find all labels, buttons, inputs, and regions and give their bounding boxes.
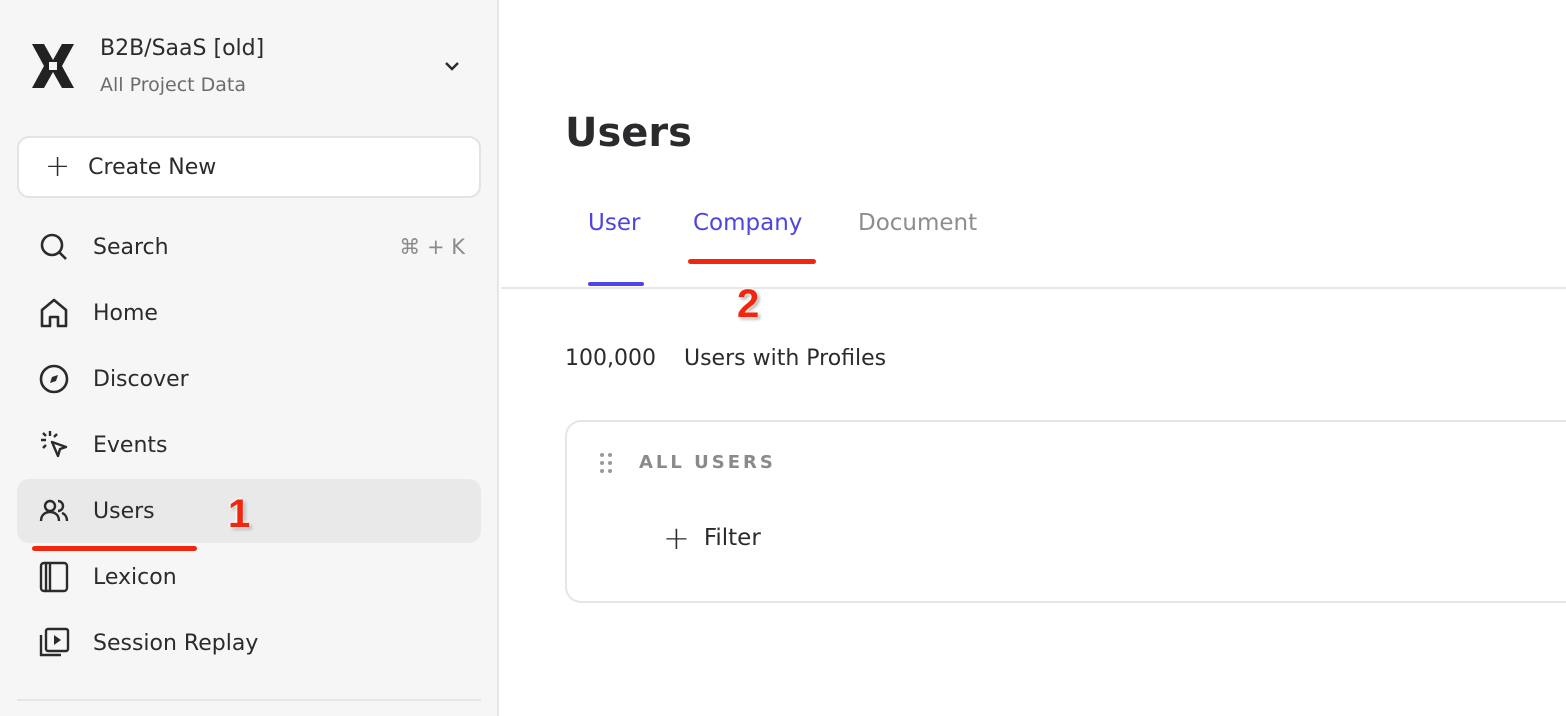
active-tab-indicator [588,282,644,286]
create-new-label: Create New [88,154,217,180]
tab-document[interactable]: Document [858,210,978,236]
main-content: Users User Company Document 100,000 Users… [501,0,1566,716]
plus-icon: + [663,519,690,557]
profile-count: 100,000 Users with Profiles [565,346,914,371]
filter-label: Filter [703,525,761,551]
sidebar-item-label: Users [93,498,155,524]
count-value: 100,000 [565,346,656,371]
annotation-number-2: 2 [737,282,760,326]
sidebar-item-label: Session Replay [93,630,259,656]
tab-company[interactable]: Company [693,210,803,236]
compass-icon [39,364,69,394]
sidebar-item-session-replay[interactable]: Session Replay [17,611,481,675]
sidebar: B2B/SaaS [old] All Project Data + Create … [0,0,499,716]
replay-icon [39,627,70,657]
sidebar-item-search[interactable]: Search ⌘ + K [17,215,481,279]
annotation-underline-users [32,546,197,551]
mixpanel-logo-icon [32,44,74,88]
all-users-card: ALL USERS + Filter [565,420,1566,603]
sidebar-item-discover[interactable]: Discover [17,347,481,411]
sidebar-item-label: Search [93,234,169,260]
add-filter-button[interactable]: + Filter [663,522,761,554]
project-switcher[interactable]: B2B/SaaS [old] All Project Data [30,34,470,104]
count-label: Users with Profiles [683,346,887,371]
search-icon [40,233,67,260]
sidebar-item-label: Lexicon [93,564,177,590]
create-new-button[interactable]: + Create New [17,136,481,198]
annotation-underline-company [688,259,816,264]
users-icon [39,499,69,522]
sidebar-item-label: Discover [93,366,189,392]
annotation-number-1: 1 [228,492,251,536]
sidebar-divider [17,699,481,701]
chevron-down-icon[interactable] [442,56,462,76]
shortcut-hint: ⌘ + K [399,235,465,259]
project-name: B2B/SaaS [old] [100,36,265,61]
cursor-click-icon [41,431,68,458]
sidebar-item-users[interactable]: Users [17,479,481,543]
sidebar-item-events[interactable]: Events [17,413,481,477]
sidebar-item-lexicon[interactable]: Lexicon [17,545,481,609]
home-icon [40,298,68,328]
plus-icon: + [45,149,71,184]
page-title: Users [565,110,692,156]
drag-handle-icon[interactable] [599,452,613,474]
sidebar-item-label: Events [93,432,168,458]
tabs-divider [501,287,1566,289]
sidebar-item-home[interactable]: Home [17,281,481,345]
book-icon [39,561,69,593]
card-title: ALL USERS [639,452,776,473]
sidebar-item-label: Home [93,300,158,326]
project-subtitle: All Project Data [100,74,247,96]
tab-user[interactable]: User [588,210,641,236]
